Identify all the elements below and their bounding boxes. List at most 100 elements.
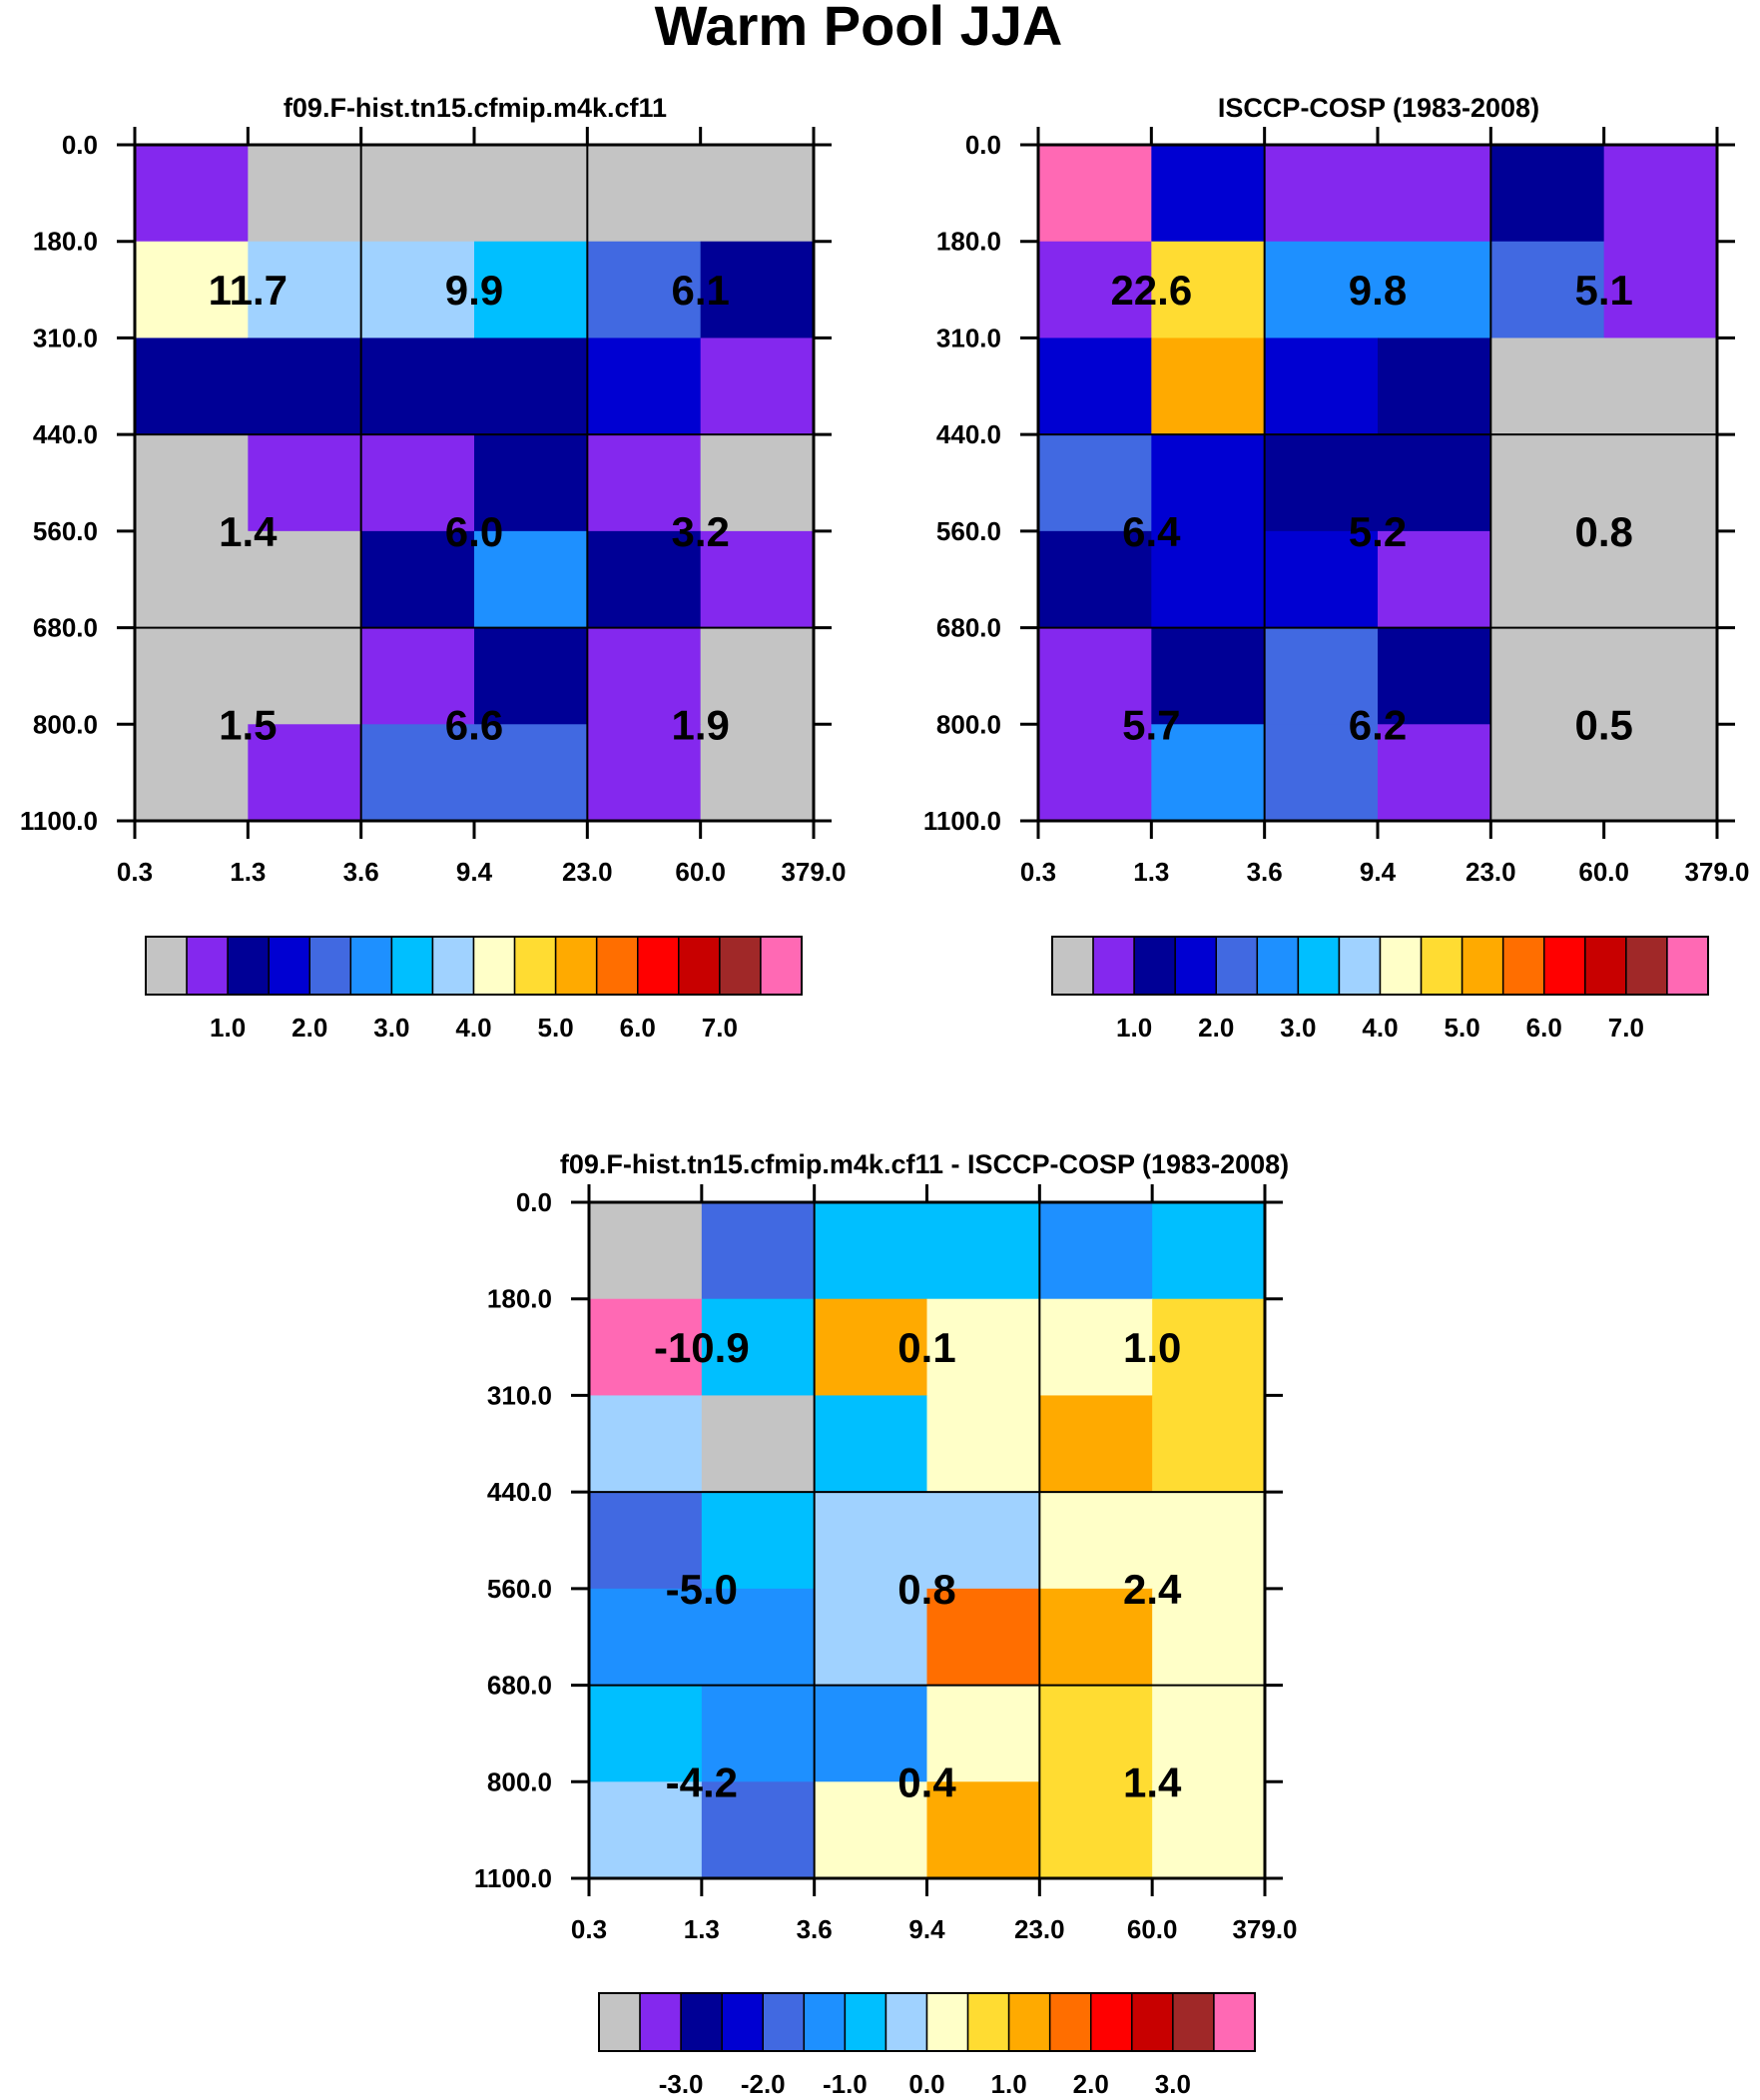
block-value-label: 1.4 — [1123, 1758, 1182, 1805]
x-tick-label: 60.0 — [1127, 1914, 1178, 1944]
heatmap-cell — [814, 1685, 928, 1782]
colorbar-swatch — [1461, 936, 1504, 996]
block-value-label: 0.8 — [1574, 508, 1632, 555]
colorbar-swatch — [513, 936, 557, 996]
colorbar-swatch — [595, 936, 639, 996]
heatmap-cell — [814, 1202, 928, 1300]
heatmap-cell — [589, 1685, 703, 1782]
block-value-label: 5.2 — [1349, 508, 1407, 555]
panel-title-difference: f09.F-hist.tn15.cfmip.m4k.cf11 - ISCCP-C… — [560, 1149, 1289, 1179]
colorbar-swatch — [1092, 936, 1135, 996]
y-tick-label: 560.0 — [33, 516, 98, 546]
colorbar-swatch — [431, 936, 475, 996]
colorbar-swatch — [639, 1992, 682, 2052]
y-tick-label: 560.0 — [936, 516, 1001, 546]
colorbar-swatch — [762, 1992, 806, 2052]
heatmap-cell — [1038, 530, 1152, 629]
heatmap-cell — [1264, 145, 1379, 243]
heatmap-cell — [587, 338, 702, 435]
heatmap-cell — [135, 145, 249, 243]
colorbar-swatch — [844, 1992, 887, 2052]
heatmap-cell — [248, 627, 362, 725]
colorbar-label: -2.0 — [741, 2069, 786, 2099]
heatmap-cell — [1038, 145, 1152, 243]
x-tick-label: 60.0 — [675, 857, 726, 887]
heatmap-cell — [1151, 241, 1266, 340]
heatmap-cell — [1039, 1298, 1153, 1397]
x-tick-label: 23.0 — [1466, 857, 1516, 887]
colorbar-swatch — [1090, 1992, 1133, 2052]
colorbar-swatch — [966, 1992, 1010, 2052]
x-tick-label: 1.3 — [684, 1914, 720, 1944]
figure-title: Warm Pool JJA — [655, 0, 1063, 57]
y-tick-label: 800.0 — [487, 1766, 552, 1796]
colorbar-swatch — [554, 936, 598, 996]
block-value-label: 9.8 — [1349, 267, 1407, 314]
x-tick-label: 379.0 — [1232, 1914, 1297, 1944]
colorbar-label: 1.0 — [1116, 1013, 1152, 1043]
y-tick-label: 440.0 — [33, 419, 98, 449]
heatmap-cell — [1603, 434, 1718, 532]
y-tick-label: 180.0 — [33, 227, 98, 257]
heatmap-observation: 0.3 1.3 3.6 9.4 23.0 60.0 379.0 0.0 180.0 310.0 44… — [923, 127, 1750, 887]
heatmap-cell — [1603, 627, 1718, 725]
heatmap-cell — [1038, 338, 1152, 435]
heatmap-cell — [589, 1202, 703, 1300]
heatmap-cell — [1264, 724, 1379, 822]
x-tick-label: 60.0 — [1578, 857, 1629, 887]
y-tick-label: 310.0 — [487, 1380, 552, 1410]
x-tick-label: 1.3 — [230, 857, 266, 887]
block-value-label: 1.0 — [1123, 1324, 1181, 1371]
colorbar-label: 2.0 — [1198, 1013, 1234, 1043]
heatmap-cell — [1152, 1395, 1266, 1493]
colorbar-swatch — [1172, 1992, 1215, 2052]
heatmap-cell — [1490, 627, 1605, 725]
colorbar-swatch — [1256, 936, 1300, 996]
y-tick-label: 180.0 — [487, 1284, 552, 1314]
colorbar-swatch — [760, 936, 803, 996]
heatmap-cell — [587, 145, 702, 243]
heatmap-cell — [700, 434, 815, 532]
heatmap-cell — [248, 530, 362, 629]
block-value-label: 9.9 — [445, 267, 503, 314]
colorbar-frame — [598, 1992, 1256, 2052]
x-tick-label: 3.6 — [343, 857, 379, 887]
heatmap-panel-difference: f09.F-hist.tn15.cfmip.m4k.cf11 - ISCCP-C… — [474, 1149, 1298, 2099]
x-tick-label: 9.4 — [908, 1914, 945, 1944]
heatmap-cell — [360, 530, 475, 629]
colorbar-swatch — [1215, 936, 1259, 996]
panel-title-model: f09.F-hist.tn15.cfmip.m4k.cf11 — [284, 93, 667, 123]
colorbar-swatch — [1338, 936, 1382, 996]
x-tick-label: 23.0 — [562, 857, 613, 887]
colorbar-swatch — [1543, 936, 1586, 996]
heatmap-cell — [1378, 338, 1491, 435]
heatmap-cell — [589, 1588, 703, 1687]
heatmap-cell — [926, 1492, 1040, 1590]
heatmap-cell — [1490, 530, 1605, 629]
heatmap-cell — [1039, 1492, 1153, 1590]
y-tick-label: 800.0 — [33, 709, 98, 739]
heatmap-cell — [248, 434, 362, 532]
colorbar-swatch — [1051, 936, 1094, 996]
x-tick-label: 0.3 — [1020, 857, 1056, 887]
block-value-label: 3.2 — [671, 508, 729, 555]
heatmap-cell — [926, 1781, 1040, 1879]
x-tick-label: 0.3 — [571, 1914, 607, 1944]
heatmap-cell — [1378, 724, 1491, 822]
colorbar-label: 6.0 — [1526, 1013, 1562, 1043]
heatmap-cell — [1378, 145, 1491, 243]
heatmap-cell — [587, 724, 702, 822]
heatmap-cell — [926, 1395, 1040, 1493]
heatmap-cell — [1038, 241, 1152, 340]
heatmap-cell — [814, 1395, 928, 1493]
heatmap-panel-observation: ISCCP-COSP (1983-2008) 0.3 1.3 3.6 9.4 23.0 6… — [923, 93, 1750, 1043]
heatmap-cell — [1603, 530, 1718, 629]
x-tick-label: 9.4 — [1360, 857, 1397, 887]
colorbar-label: 6.0 — [620, 1013, 656, 1043]
y-tick-label: 440.0 — [487, 1477, 552, 1507]
heatmap-cell — [1151, 434, 1266, 532]
x-tick-label: 379.0 — [781, 857, 846, 887]
y-tick-label: 1100.0 — [923, 806, 1001, 836]
heatmap-cell — [1264, 434, 1379, 532]
heatmap-cell — [589, 1781, 703, 1879]
